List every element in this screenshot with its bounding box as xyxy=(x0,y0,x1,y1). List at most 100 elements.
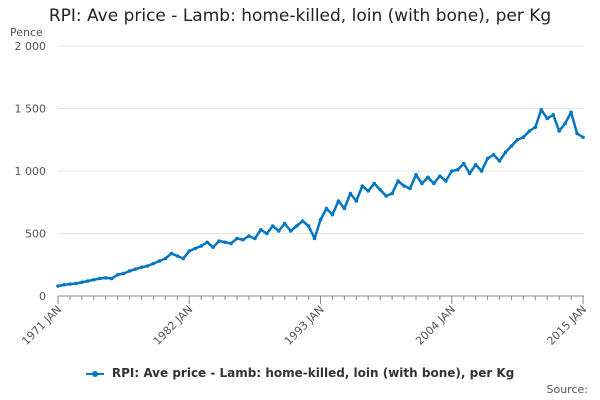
data-point[interactable] xyxy=(396,179,400,183)
data-point[interactable] xyxy=(97,276,102,281)
data-point[interactable] xyxy=(235,236,239,241)
data-point[interactable] xyxy=(444,179,448,183)
data-point[interactable] xyxy=(390,191,394,196)
data-point[interactable] xyxy=(139,265,144,270)
data-point[interactable] xyxy=(223,240,227,245)
x-tick-label: 2015 JAN xyxy=(544,303,589,348)
data-point[interactable] xyxy=(402,184,406,188)
data-point[interactable] xyxy=(414,172,418,177)
data-point[interactable] xyxy=(497,159,502,163)
data-point[interactable] xyxy=(157,259,162,263)
data-point[interactable] xyxy=(229,241,233,246)
data-point[interactable] xyxy=(491,152,496,157)
data-point[interactable] xyxy=(336,199,341,203)
data-point[interactable] xyxy=(438,174,442,178)
data-point[interactable] xyxy=(485,156,490,161)
data-point[interactable] xyxy=(539,107,544,112)
data-point[interactable] xyxy=(324,206,329,211)
data-point[interactable] xyxy=(581,135,585,140)
data-point[interactable] xyxy=(366,189,371,193)
data-point[interactable] xyxy=(348,191,353,196)
data-point[interactable] xyxy=(551,112,556,117)
data-point[interactable] xyxy=(360,184,365,188)
data-point[interactable] xyxy=(68,282,72,286)
data-point[interactable] xyxy=(426,175,430,180)
data-point[interactable] xyxy=(115,272,120,277)
data-point[interactable] xyxy=(91,277,96,282)
data-point[interactable] xyxy=(509,144,514,148)
data-point[interactable] xyxy=(74,281,78,286)
data-point[interactable] xyxy=(103,276,108,280)
data-point[interactable] xyxy=(408,186,412,191)
data-point[interactable] xyxy=(449,169,454,173)
data-point[interactable] xyxy=(151,261,156,266)
data-point[interactable] xyxy=(247,234,251,238)
data-point[interactable] xyxy=(211,245,215,250)
data-point[interactable] xyxy=(575,131,579,136)
data-point[interactable] xyxy=(533,125,538,130)
data-point[interactable] xyxy=(455,167,460,172)
data-point[interactable] xyxy=(80,280,84,285)
data-point[interactable] xyxy=(354,199,359,203)
data-point[interactable] xyxy=(545,116,550,121)
data-point[interactable] xyxy=(187,249,192,253)
data-point[interactable] xyxy=(461,161,466,166)
data-point[interactable] xyxy=(432,181,436,186)
data-point[interactable] xyxy=(384,194,388,198)
source-label: Source: xyxy=(546,383,589,396)
data-point[interactable] xyxy=(133,267,138,271)
data-point[interactable] xyxy=(473,162,478,167)
data-point[interactable] xyxy=(181,256,186,261)
data-point[interactable] xyxy=(521,135,526,140)
data-point[interactable] xyxy=(318,217,323,222)
data-point[interactable] xyxy=(515,137,520,142)
data-point[interactable] xyxy=(163,256,168,261)
data-point[interactable] xyxy=(193,246,198,251)
data-point[interactable] xyxy=(342,206,347,211)
data-point[interactable] xyxy=(282,221,287,226)
y-axis-unit-label: Pence xyxy=(10,26,43,39)
data-point[interactable] xyxy=(288,229,293,233)
data-point[interactable] xyxy=(217,239,221,243)
x-tick-label: 1982 JAN xyxy=(151,303,196,348)
data-point[interactable] xyxy=(121,271,126,276)
data-point[interactable] xyxy=(270,224,275,228)
data-point[interactable] xyxy=(265,231,269,236)
data-point[interactable] xyxy=(259,227,263,232)
data-point[interactable] xyxy=(420,181,424,186)
data-point[interactable] xyxy=(205,240,209,245)
data-point[interactable] xyxy=(169,251,174,256)
data-point[interactable] xyxy=(557,129,561,133)
data-point[interactable] xyxy=(306,224,311,228)
data-point[interactable] xyxy=(276,229,281,233)
legend[interactable]: RPI: Ave price - Lamb: home-killed, loin… xyxy=(0,366,600,380)
data-point[interactable] xyxy=(199,244,203,248)
data-point[interactable] xyxy=(300,219,305,223)
gridlines xyxy=(58,45,584,297)
data-point[interactable] xyxy=(479,169,484,173)
data-point[interactable] xyxy=(145,264,150,268)
legend-label: RPI: Ave price - Lamb: home-killed, loin… xyxy=(111,366,515,380)
data-point[interactable] xyxy=(175,254,180,258)
legend-swatch-icon xyxy=(85,370,104,377)
series-layer xyxy=(56,107,585,288)
data-point[interactable] xyxy=(563,121,567,126)
data-point[interactable] xyxy=(527,129,532,133)
data-point[interactable] xyxy=(312,236,317,241)
data-point[interactable] xyxy=(378,187,382,192)
data-point[interactable] xyxy=(56,284,60,288)
data-point[interactable] xyxy=(294,224,299,228)
data-point[interactable] xyxy=(372,181,377,186)
data-point[interactable] xyxy=(253,236,257,241)
y-tick-label: 2 000 xyxy=(15,40,47,53)
data-point[interactable] xyxy=(86,279,90,283)
data-point[interactable] xyxy=(503,150,508,155)
data-point[interactable] xyxy=(62,282,66,287)
data-point[interactable] xyxy=(330,212,335,217)
data-point[interactable] xyxy=(241,237,245,242)
data-point[interactable] xyxy=(109,276,114,281)
data-point[interactable] xyxy=(569,110,573,115)
data-point[interactable] xyxy=(467,171,472,176)
data-point[interactable] xyxy=(127,269,132,273)
